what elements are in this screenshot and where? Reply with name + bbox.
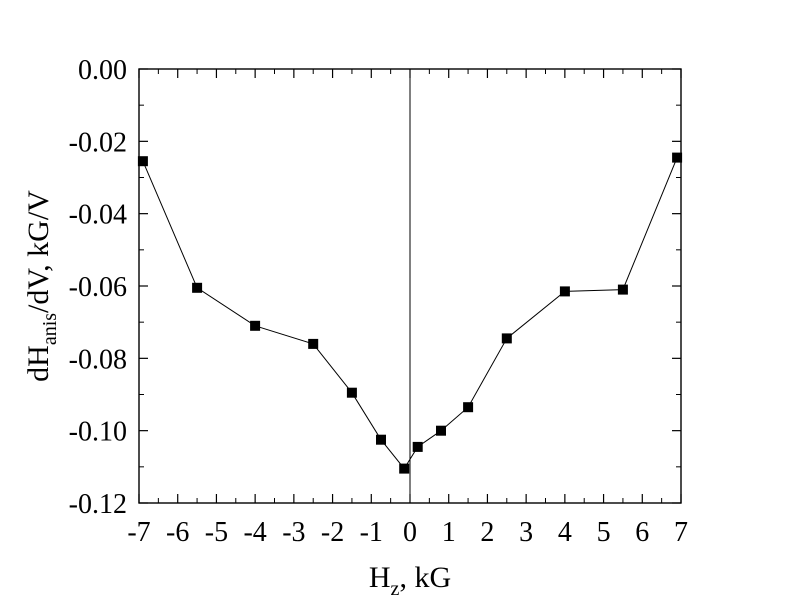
y-tick-label: -0.04: [69, 200, 127, 231]
y-tick-label: -0.08: [69, 344, 127, 375]
data-point-marker: [436, 425, 446, 436]
x-tick-label: 1: [442, 517, 456, 548]
data-series: [137, 152, 683, 474]
x-tick-label: 6: [635, 517, 649, 548]
x-tick-label: -7: [127, 517, 150, 548]
y-tick-label: -0.12: [69, 489, 127, 520]
x-tick-label: 2: [480, 517, 494, 548]
x-tick-label: -1: [360, 517, 383, 548]
y-tick-label: 0.00: [78, 55, 127, 86]
x-tick-label: 4: [558, 517, 572, 548]
series-line: [142, 157, 678, 470]
x-tick-label: -4: [243, 517, 266, 548]
axis-ticks: [138, 68, 682, 504]
x-tick-label: -2: [321, 517, 344, 548]
data-point-marker: [559, 286, 570, 297]
data-point-marker: [399, 463, 410, 474]
x-tick-label: -6: [166, 517, 189, 548]
data-point-marker: [463, 402, 474, 413]
x-axis-label: Hz, kG: [369, 561, 451, 600]
x-tick-label: 7: [674, 517, 688, 548]
data-point-marker: [137, 156, 148, 167]
x-tick-label: 5: [597, 517, 611, 548]
x-tick-label: -5: [205, 517, 228, 548]
y-tick-label: -0.06: [69, 272, 127, 303]
data-point-marker: [308, 338, 319, 349]
plot-frame: [138, 68, 682, 504]
x-tick-label: 3: [519, 517, 533, 548]
y-tick-label: -0.02: [69, 127, 127, 158]
data-point-marker: [412, 441, 423, 452]
y-tick-label: -0.10: [69, 417, 127, 448]
data-point-marker: [192, 282, 203, 293]
x-tick-label: 0: [403, 517, 417, 548]
data-point-marker: [346, 387, 357, 398]
data-point-marker: [617, 284, 628, 295]
data-point-marker: [250, 320, 261, 331]
data-point-marker: [501, 333, 512, 344]
y-axis-label: dHanis/dV, kG/V: [22, 190, 61, 382]
data-point-marker: [672, 152, 683, 163]
axis-tick-labels: -7 -6 -5 -4 -3 -2 -1 0 1 2 3 4 5 6 7 0.00 -0.02 -0.04 -0.0…: [69, 55, 688, 548]
data-point-marker: [376, 434, 386, 445]
x-tick-label: -3: [282, 517, 305, 548]
